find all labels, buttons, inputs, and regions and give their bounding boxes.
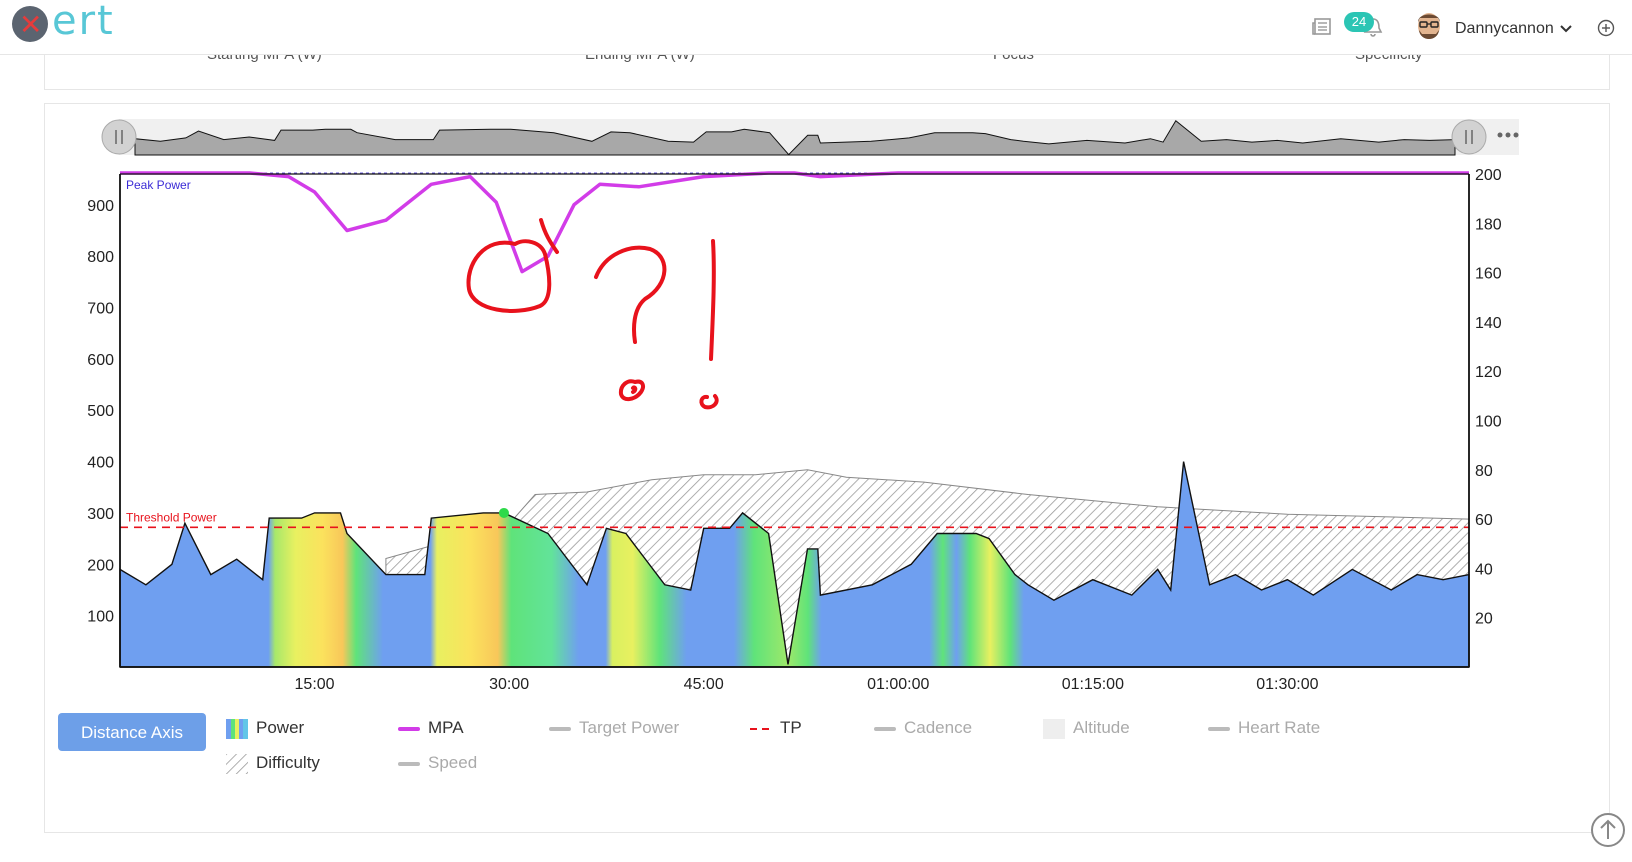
legend-heart-rate-label: Heart Rate [1238, 718, 1321, 737]
logo-text: ert [52, 0, 115, 44]
news-icon[interactable] [1312, 18, 1332, 36]
x-tick-label: 45:00 [684, 676, 724, 693]
legend-tp[interactable]: TP [750, 717, 802, 739]
y-right-tick-label: 60 [1475, 512, 1493, 529]
y-left-tick-label: 300 [87, 506, 114, 523]
activity-chart-card: 100 200 300 400 500 600 700 800 900 20 40 60 80 100 12… [44, 103, 1610, 833]
navigator-preview [134, 119, 1456, 156]
y-left-tick-label: 700 [87, 301, 114, 318]
chart-axes: 100 200 300 400 500 600 700 800 900 20 40 60 80 100 12… [87, 167, 1502, 693]
mpa-line-icon [398, 726, 420, 731]
y-right-tick-label: 140 [1475, 315, 1502, 332]
avatar[interactable] [1414, 10, 1444, 44]
y-left-tick-label: 500 [87, 403, 114, 420]
navigator-left-handle[interactable] [101, 119, 137, 155]
legend-mpa[interactable]: MPA [398, 717, 464, 739]
notification-count-badge[interactable]: 24 [1344, 12, 1374, 32]
mpa-line [120, 171, 1469, 274]
y-left-tick-label: 200 [87, 557, 114, 574]
mpa-series [120, 171, 1469, 274]
y-left-tick-label: 900 [87, 198, 114, 215]
activity-chart[interactable]: 100 200 300 400 500 600 700 800 900 20 40 60 80 100 12… [45, 104, 1609, 832]
x-tick-label: 30:00 [489, 676, 529, 693]
legend-heart-rate[interactable]: Heart Rate [1208, 717, 1320, 739]
x-tick-label: 15:00 [295, 676, 335, 693]
y-right-tick-label: 20 [1475, 611, 1493, 628]
legend-speed-label: Speed [428, 753, 478, 772]
legend-altitude[interactable]: Altitude [1043, 717, 1130, 739]
add-circle-icon[interactable] [1597, 19, 1615, 37]
legend-difficulty[interactable]: Difficulty [226, 752, 320, 774]
x-tick-label: 01:15:00 [1062, 676, 1124, 693]
legend-target-power[interactable]: Target Power [549, 717, 679, 739]
power-marker [498, 507, 509, 518]
x-tick-label: 01:30:00 [1256, 676, 1318, 693]
cadence-line-icon [874, 726, 896, 731]
y-right-tick-label: 180 [1475, 216, 1502, 233]
y-left-tick-label: 800 [87, 249, 114, 266]
y-right-tick-label: 100 [1475, 414, 1502, 431]
speed-line-icon [398, 761, 420, 766]
y-left-tick-label: 600 [87, 352, 114, 369]
power-series [119, 461, 1470, 668]
y-right-tick-label: 40 [1475, 561, 1493, 578]
logo-x-mark: ✕ [19, 8, 43, 41]
target-power-line-icon [549, 726, 571, 731]
handwritten-annotation [466, 218, 719, 410]
logo-circle [12, 6, 48, 42]
top-navbar: ✕ ert 24 Dannycannon [0, 0, 1632, 55]
y-left-tick-label: 100 [87, 609, 114, 626]
legend-mpa-label: MPA [428, 718, 464, 737]
range-navigator[interactable] [101, 119, 1519, 156]
y-right-tick-label: 80 [1475, 463, 1493, 480]
power-swatch-icon [226, 718, 248, 739]
chart-menu-icon[interactable] [1497, 132, 1519, 138]
altitude-swatch-icon [1043, 718, 1065, 739]
legend-tp-label: TP [780, 718, 802, 737]
legend-speed[interactable]: Speed [398, 752, 477, 774]
legend-cadence-label: Cadence [904, 718, 973, 737]
scroll-to-top-button[interactable] [1590, 812, 1626, 848]
chart-annotations: Peak Power Threshold Power [126, 178, 217, 524]
threshold-power-annotation: Threshold Power [126, 510, 217, 524]
username[interactable]: Dannycannon [1455, 20, 1554, 37]
difficulty-hatch-icon [226, 753, 248, 774]
y-right-tick-label: 200 [1475, 167, 1502, 184]
power-area [119, 461, 1470, 668]
y-left-tick-label: 400 [87, 455, 114, 472]
y-right-tick-label: 160 [1475, 266, 1502, 283]
legend-cadence[interactable]: Cadence [874, 717, 972, 739]
x-tick-label: 01:00:00 [867, 676, 929, 693]
chevron-down-icon[interactable] [1560, 24, 1572, 34]
legend-altitude-label: Altitude [1073, 718, 1130, 737]
heart-rate-line-icon [1208, 726, 1230, 731]
y-right-tick-label: 120 [1475, 364, 1502, 381]
peak-power-annotation: Peak Power [126, 178, 191, 192]
legend-difficulty-label: Difficulty [256, 753, 320, 772]
legend-target-power-label: Target Power [579, 718, 680, 737]
legend-power[interactable]: Power [226, 717, 304, 739]
tp-dash-icon [750, 727, 772, 730]
legend-power-label: Power [256, 718, 305, 737]
navigator-right-handle[interactable] [1451, 119, 1487, 155]
distance-axis-button[interactable]: Distance Axis [58, 713, 206, 751]
